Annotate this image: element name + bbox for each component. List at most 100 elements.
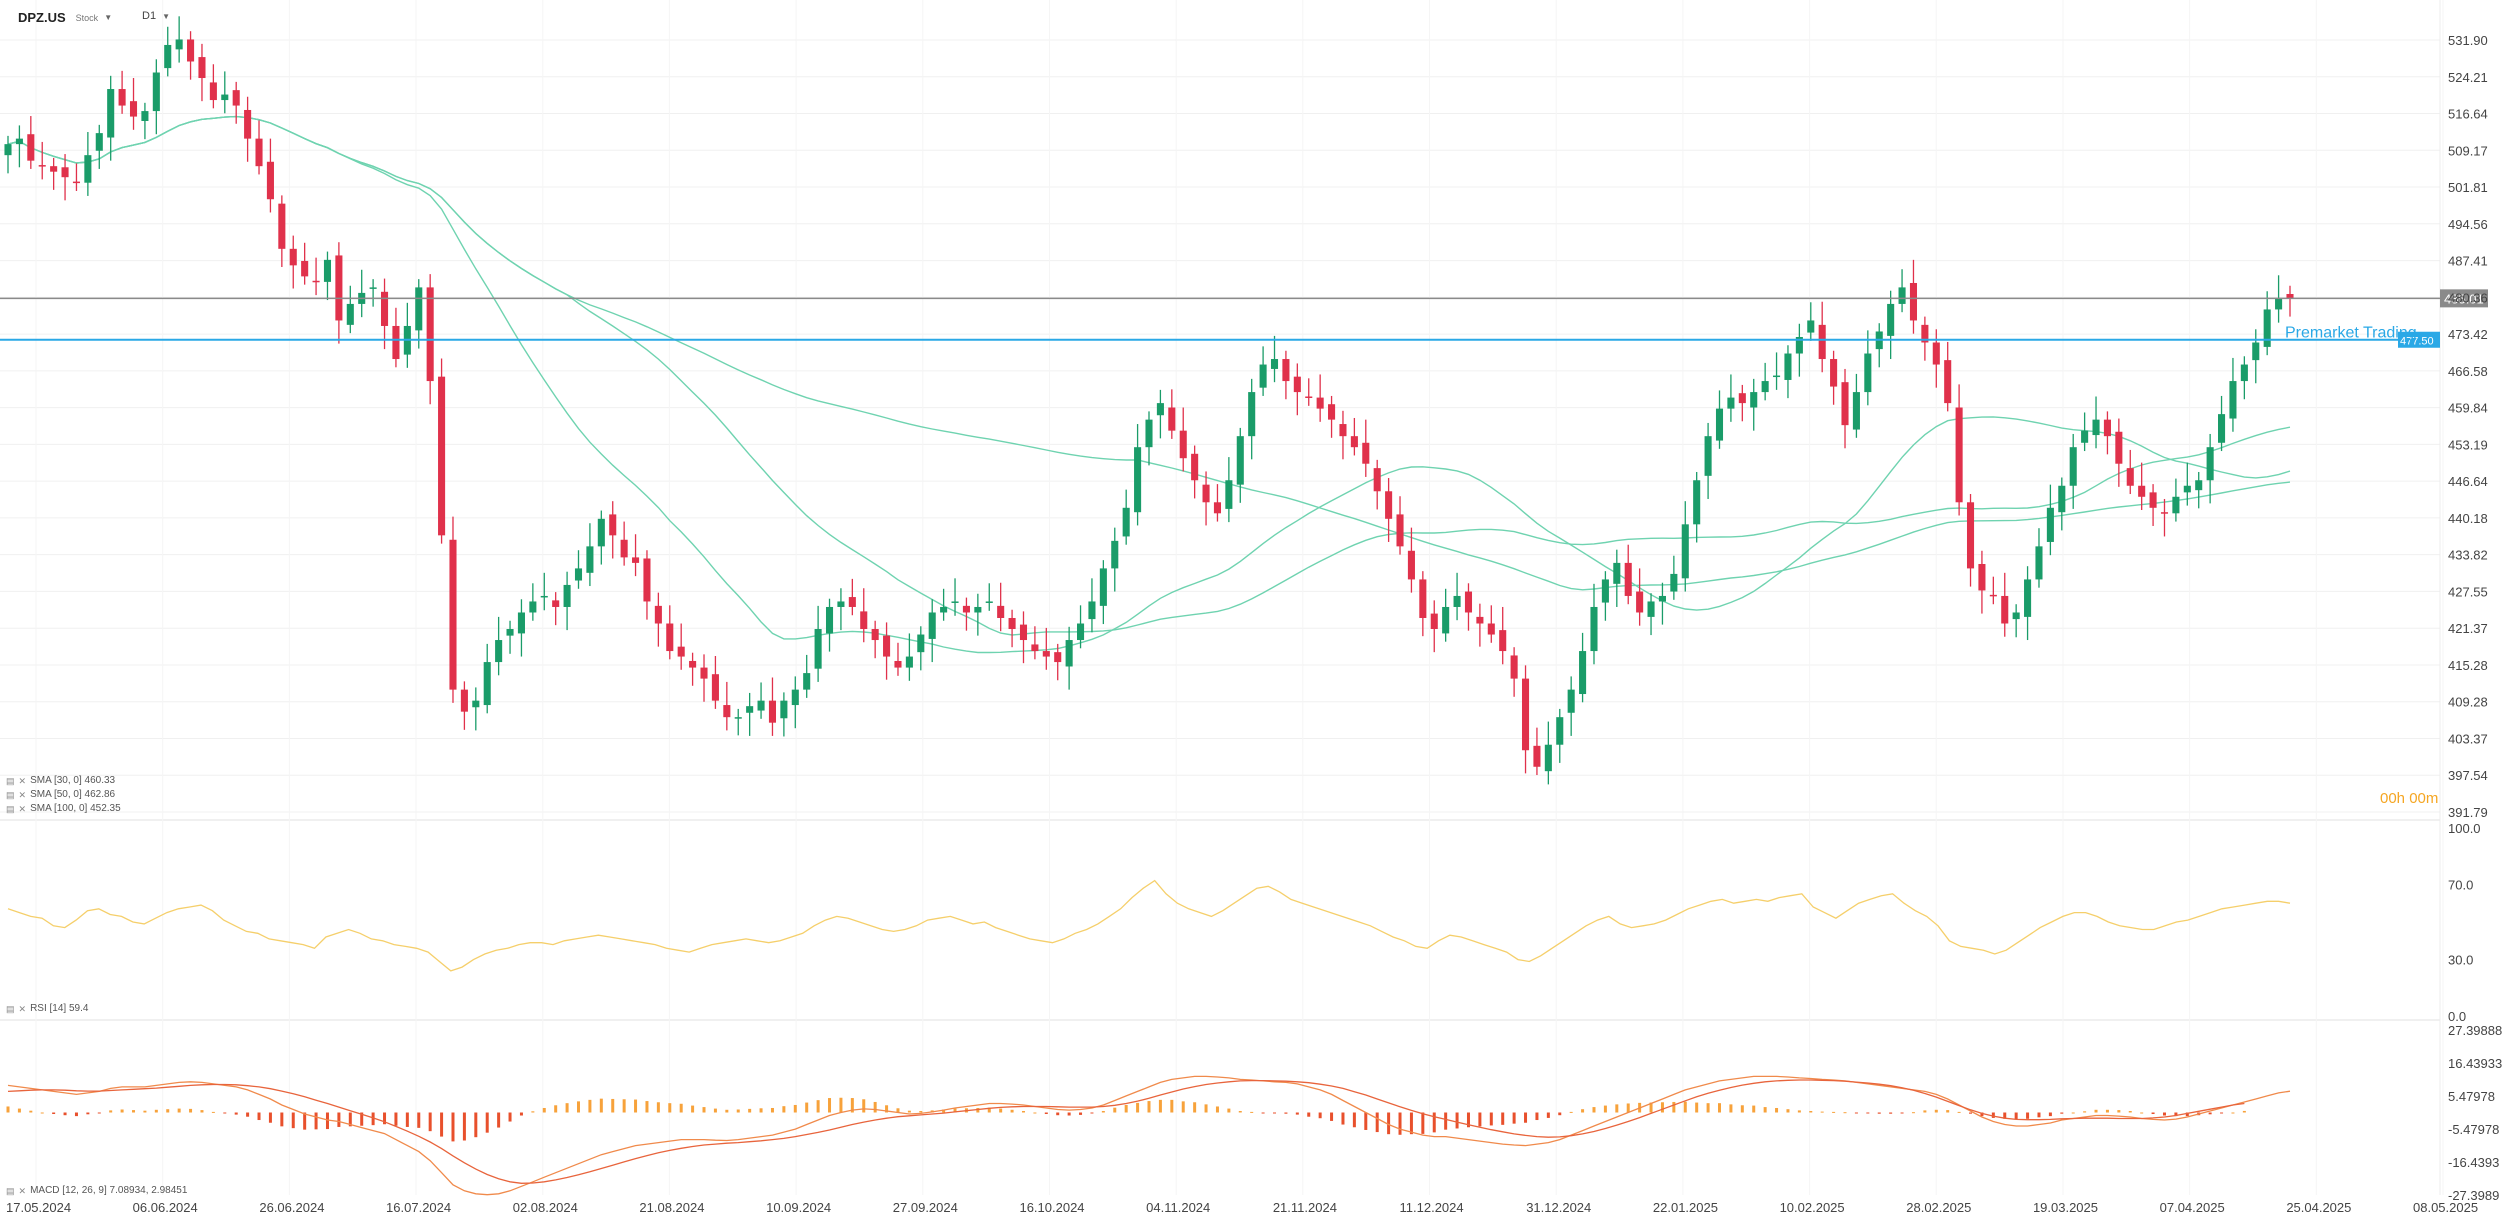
candle-body	[1909, 282, 1918, 321]
macd-histogram-bar	[86, 1112, 90, 1115]
macd-histogram-bar	[976, 1107, 980, 1113]
candle-body	[700, 667, 708, 679]
close-icon[interactable]: ✕	[18, 1186, 27, 1196]
macd-histogram-bar	[360, 1112, 364, 1126]
macd-histogram-bar	[839, 1097, 843, 1113]
candle-body	[1567, 689, 1575, 713]
candle-body	[1248, 392, 1256, 437]
candle-body	[1065, 640, 1073, 667]
macd-histogram-bar	[303, 1112, 307, 1130]
macd-histogram-bar	[1603, 1105, 1607, 1113]
candle-body	[1282, 359, 1290, 382]
candle-body	[1270, 359, 1279, 369]
sma50-legend[interactable]: ▤ ✕ SMA [50, 0] 462.86	[6, 788, 115, 802]
candle-body	[1624, 562, 1632, 596]
candle-body	[860, 611, 868, 630]
settings-icon[interactable]: ▤	[6, 790, 15, 800]
price-tick-label: 516.64	[2448, 107, 2488, 122]
candle-body	[323, 259, 332, 282]
price-tick-label: 524.21	[2448, 70, 2488, 85]
chevron-down-icon[interactable]: ▼	[104, 13, 113, 22]
sma100-legend[interactable]: ▤ ✕ SMA [100, 0] 452.35	[6, 802, 121, 816]
candle-body	[1852, 392, 1860, 430]
settings-icon[interactable]: ▤	[6, 776, 15, 786]
macd-line	[7, 1075, 2291, 1196]
candle-body	[1590, 606, 1598, 652]
candle-body	[2103, 419, 2111, 437]
candle-body	[1966, 502, 1975, 569]
macd-histogram-bar	[702, 1107, 706, 1113]
candle-body	[1293, 376, 1301, 393]
rsi-legend[interactable]: ▤ ✕ RSI [14] 59.4	[6, 1002, 88, 1016]
macd-histogram-bar	[2185, 1112, 2189, 1117]
macd-legend[interactable]: ▤ ✕ MACD [12, 26, 9] 7.08934, 2.98451	[6, 1184, 187, 1198]
macd-histogram-bar	[63, 1112, 67, 1116]
price-tick-label: 433.82	[2448, 548, 2488, 563]
macd-histogram-bar	[1124, 1104, 1128, 1113]
price-axis[interactable]: 531.90 524.21 516.64 509.17 501.81 494.56 487.…	[2448, 33, 2488, 820]
symbol-selector[interactable]: DPZ.US Stock ▼	[18, 10, 112, 25]
candle-body	[1362, 442, 1370, 464]
close-icon[interactable]: ✕	[18, 776, 27, 786]
candle-body	[848, 597, 856, 607]
candle-body	[951, 601, 959, 603]
macd-histogram-bar	[1626, 1103, 1630, 1113]
candle-body	[426, 287, 434, 382]
candle-body	[609, 514, 617, 536]
date-axis[interactable]: 17.05.2024 06.06.2024 26.06.2024 16.07.2024…	[6, 1200, 2478, 1215]
rsi-panel: 100.0 70.0 30.0 0.0	[7, 821, 2481, 1024]
price-tick-label: 397.54	[2448, 768, 2488, 783]
macd-histogram-bar	[1740, 1105, 1744, 1113]
candle-body	[1145, 419, 1153, 448]
price-tick-label: 391.79	[2448, 805, 2488, 820]
candle-body	[905, 656, 913, 668]
candle-body	[928, 612, 936, 639]
macd-histogram-bar	[2208, 1112, 2212, 1115]
close-icon[interactable]: ✕	[18, 1004, 27, 1014]
macd-histogram-bar	[611, 1098, 615, 1113]
macd-histogram-bar	[246, 1112, 250, 1117]
grid-lines	[0, 0, 2441, 1195]
candle-body	[1134, 447, 1142, 513]
candle-body	[1715, 408, 1724, 441]
sma30-legend[interactable]: ▤ ✕ SMA [30, 0] 460.33	[6, 774, 115, 788]
settings-icon[interactable]: ▤	[6, 804, 15, 814]
chevron-down-icon[interactable]: ▼	[162, 11, 170, 21]
macd-histogram-bar	[542, 1107, 546, 1113]
price-tick-label: 509.17	[2448, 143, 2488, 158]
macd-histogram-bar	[622, 1099, 626, 1113]
candle-body	[175, 39, 183, 50]
macd-histogram-bar	[132, 1110, 136, 1113]
last-price-label: 485.01	[2444, 291, 2484, 306]
macd-histogram-bar	[1649, 1102, 1653, 1113]
macd-histogram-bar	[1021, 1110, 1025, 1113]
candle-body	[985, 601, 993, 603]
settings-icon[interactable]: ▤	[6, 1004, 15, 1014]
macd-histogram-bar	[177, 1108, 181, 1113]
candle-body	[312, 280, 320, 283]
candle-body	[666, 623, 674, 652]
candle-body	[1031, 644, 1039, 652]
candle-body	[1156, 403, 1164, 416]
macd-histogram-bar	[223, 1112, 227, 1114]
macd-histogram-bar	[1969, 1112, 1973, 1114]
candle-body	[825, 606, 834, 634]
candle-body	[2263, 309, 2271, 347]
price-tick-label: 446.64	[2448, 474, 2488, 489]
price-tick-label: 473.42	[2448, 327, 2488, 342]
macd-histogram-bar	[383, 1112, 387, 1125]
macd-histogram-bar	[1238, 1110, 1242, 1113]
timeframe-selector[interactable]: D1 ▼	[142, 10, 170, 22]
price-tick-label: 421.37	[2448, 621, 2488, 636]
macd-histogram-bar	[166, 1109, 170, 1113]
macd-histogram-bar	[599, 1098, 603, 1113]
close-icon[interactable]: ✕	[18, 790, 27, 800]
candle-body	[2001, 595, 2009, 624]
candle-body	[1111, 540, 1119, 569]
settings-icon[interactable]: ▤	[6, 1186, 15, 1196]
close-icon[interactable]: ✕	[18, 804, 27, 814]
rsi-tick-label: 30.0	[2448, 953, 2473, 968]
candle-body	[1579, 651, 1587, 695]
macd-histogram-bar	[1512, 1112, 1516, 1124]
